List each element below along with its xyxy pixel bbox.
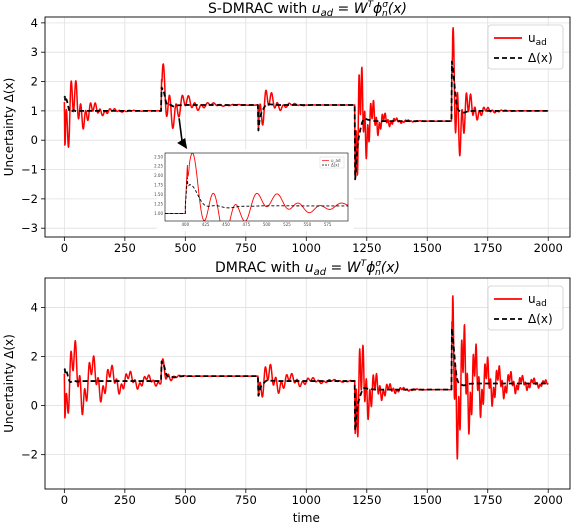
inset-frame <box>164 152 349 222</box>
inset-y-tick-label: 2.25 <box>154 164 163 169</box>
y-tick-label: −1 <box>21 163 38 177</box>
y-tick-label: 0 <box>31 399 38 413</box>
chart-dmrac: 0 250 500 750 1000 1250 1500 1750 2000 −2 0 2 4 DMRAC… <box>2 259 571 525</box>
inset-x-tick-label: 550 <box>304 222 312 227</box>
chart-sdmrac: 0 250 500 750 1000 1250 1500 1750 2000 −3 −2 −1 0 1 2 3… <box>2 0 571 255</box>
x-tick-label: 250 <box>114 241 136 255</box>
inset-x-tick-label: 425 <box>202 222 210 227</box>
x-tick-label: 750 <box>235 241 257 255</box>
inset-zoom: 400 425 450 475 500 525 550 575 1.00 1.25 1.50 1.75… <box>154 118 354 231</box>
x-tick-label: 1500 <box>413 241 442 255</box>
y-axis-label: Uncertainty Δ(x) <box>2 334 16 433</box>
x-tick-label: 1000 <box>292 241 321 255</box>
inset-series-delta <box>165 177 348 214</box>
inset-series-u-ad <box>165 153 348 221</box>
y-tick-label: −2 <box>21 448 38 462</box>
inset-x-tick-label: 400 <box>182 222 190 227</box>
inset-y-tick-label: 2.50 <box>154 154 163 159</box>
chart-title: DMRAC with uad = WTϕσ n(x) <box>215 259 400 278</box>
x-tick-label: 2000 <box>534 241 563 255</box>
inset-x-tick-label: 525 <box>283 222 291 227</box>
y-tick-label: 4 <box>31 16 38 30</box>
y-tick-label: 3 <box>31 45 38 59</box>
y-tick-label: 1 <box>31 104 38 118</box>
inset-x-tick-label: 450 <box>222 222 230 227</box>
inset-legend-label: u_ad <box>331 158 341 163</box>
legend-label: Δ(x) <box>528 51 553 65</box>
x-axis-label: time <box>293 511 320 525</box>
x-tick-label: 0 <box>61 493 68 507</box>
x-tick-label: 1500 <box>413 493 442 507</box>
y-tick-label: −3 <box>21 221 38 235</box>
zoom-arrow-head <box>177 138 188 149</box>
y-tick-label: 0 <box>31 133 38 147</box>
y-tick-label: 2 <box>31 75 38 89</box>
inset-legend-label: Δ(x) <box>331 162 340 167</box>
x-tick-label: 1000 <box>292 493 321 507</box>
y-tick-label: 2 <box>31 350 38 364</box>
zoom-arrow-line <box>178 118 183 143</box>
inset-legend-box <box>319 156 345 169</box>
legend-label: Δ(x) <box>528 312 553 326</box>
x-tick-label: 750 <box>235 493 257 507</box>
y-tick-label: 4 <box>31 300 38 314</box>
x-tick-label: 500 <box>174 493 196 507</box>
x-tick-label: 250 <box>114 493 136 507</box>
inset-x-tick-label: 575 <box>324 222 332 227</box>
inset-y-tick-label: 1.75 <box>154 183 163 188</box>
inset-x-tick-label: 500 <box>263 222 271 227</box>
inset-y-tick-label: 1.25 <box>154 202 163 207</box>
inset-y-tick-label: 1.50 <box>154 192 163 197</box>
x-tick-label: 1750 <box>473 493 502 507</box>
x-tick-label: 2000 <box>534 493 563 507</box>
x-tick-label: 1250 <box>352 241 381 255</box>
x-tick-label: 500 <box>174 241 196 255</box>
inset-x-tick-label: 475 <box>243 222 251 227</box>
plot-frame <box>44 277 571 490</box>
plot-frame <box>44 16 571 238</box>
x-tick-label: 1250 <box>352 493 381 507</box>
inset-y-tick-label: 1.00 <box>154 211 163 216</box>
y-tick-label: −2 <box>21 192 38 206</box>
inset-y-tick-label: 2.00 <box>154 173 163 178</box>
series-line-delta <box>63 327 549 432</box>
y-axis-label: Uncertainty Δ(x) <box>2 78 16 177</box>
series-line-delta <box>63 60 549 181</box>
x-tick-label: 0 <box>61 241 68 255</box>
chart-title: S-DMRAC with uad = WTϕσ n(x) <box>208 0 407 19</box>
x-tick-label: 1750 <box>473 241 502 255</box>
